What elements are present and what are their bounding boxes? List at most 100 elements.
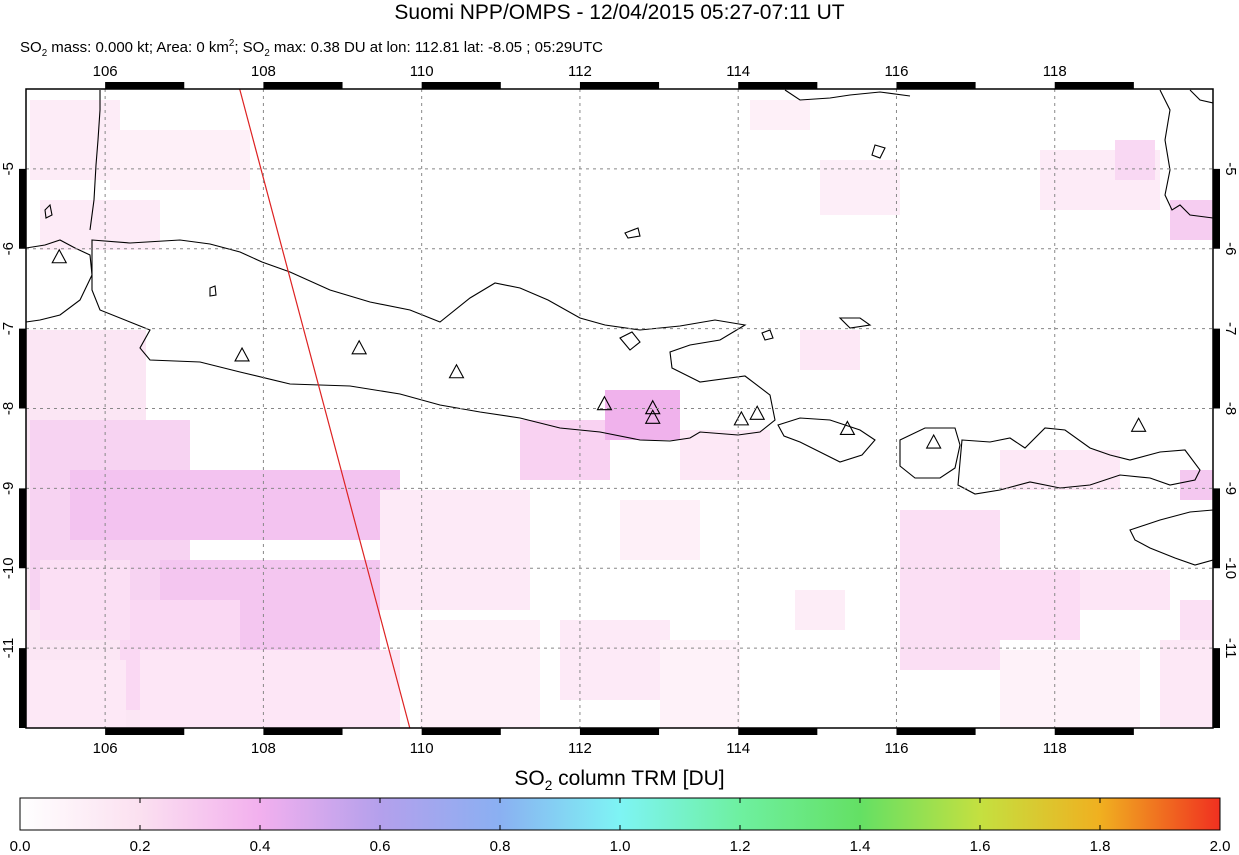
volcano-triangle bbox=[596, 395, 613, 411]
so2-pixel bbox=[660, 640, 740, 728]
colorbar-tick-label: 1.4 bbox=[850, 838, 871, 855]
frame-tick-block bbox=[579, 728, 660, 735]
so2-pixel bbox=[800, 330, 860, 370]
volcano-triangle bbox=[448, 363, 465, 379]
lon-tick-label-bottom: 106 bbox=[93, 740, 118, 757]
colorbar-ticks: 0.0 0.2 0.4 0.6 0.8 1.0 1.2 1.4 1.6 1.8 2.0 bbox=[10, 798, 1231, 855]
so2-pixel bbox=[795, 590, 845, 630]
bali-outline bbox=[777, 417, 876, 463]
stats-sub-2: 2 bbox=[41, 48, 48, 59]
lat-tick-label-left: -9 bbox=[0, 482, 17, 495]
axis-labels: 106 106 108 108 110 110 112 112 114 114 116 116 118 1… bbox=[0, 63, 1239, 757]
frame-tick-block bbox=[1213, 328, 1220, 409]
lon-tick-label-top: 108 bbox=[251, 63, 276, 80]
so2-stats-line: SO2 mass: 0.000 kt; Area: 0 km2; SO2 max… bbox=[20, 35, 603, 63]
so2-pixel bbox=[680, 430, 770, 480]
lat-tick-label-left: -11 bbox=[0, 638, 17, 659]
frame-tick-block bbox=[263, 728, 343, 735]
sumatra-coast-north bbox=[89, 90, 101, 231]
colorbar-tick-label: 1.0 bbox=[610, 838, 631, 855]
so2-pixel bbox=[1160, 640, 1213, 728]
colorbar-tick-label: 0.2 bbox=[130, 838, 151, 855]
frame-tick-block bbox=[105, 728, 185, 735]
lat-tick-label-right: -11 bbox=[1222, 638, 1239, 659]
stats-max-label: ; SO bbox=[234, 39, 265, 56]
frame-tick-block bbox=[1054, 82, 1134, 89]
lon-tick-label-bottom: 116 bbox=[885, 740, 909, 757]
so2-pixel bbox=[40, 200, 160, 250]
frame-tick-block bbox=[1213, 648, 1220, 728]
lon-tick-label-top: 114 bbox=[726, 63, 750, 80]
so2-pixel bbox=[1180, 470, 1213, 500]
colorbar-title-prefix: SO bbox=[514, 767, 545, 790]
lat-tick-label-left: -6 bbox=[0, 242, 17, 255]
volcano-triangle bbox=[51, 248, 68, 264]
so2-pixel bbox=[1080, 570, 1170, 610]
lat-tick-label-left: -5 bbox=[0, 162, 17, 175]
lon-tick-label-top: 118 bbox=[1043, 63, 1067, 80]
colorbar-tick-label: 2.0 bbox=[1210, 838, 1231, 855]
graticule bbox=[26, 89, 1213, 728]
volcano-triangle bbox=[839, 420, 856, 436]
lon-tick-label-bottom: 112 bbox=[568, 740, 592, 757]
colorbar-tick-label: 0.0 bbox=[10, 838, 31, 855]
so2-pixel bbox=[520, 420, 610, 480]
so2-pixel bbox=[1115, 140, 1155, 180]
sumatra-coast bbox=[26, 239, 93, 323]
lat-tick-label-right: -9 bbox=[1222, 482, 1239, 495]
frame-tick-block bbox=[1213, 168, 1220, 249]
frame-tick-block bbox=[19, 648, 26, 728]
so2-pixel bbox=[420, 620, 540, 728]
so2-pixel bbox=[70, 470, 400, 540]
so2-pixel bbox=[1170, 200, 1213, 240]
lon-tick-label-top: 116 bbox=[885, 63, 909, 80]
colorbar: 0.0 0.2 0.4 0.6 0.8 1.0 1.2 1.4 1.6 1.8 2.0 bbox=[10, 797, 1231, 855]
colorbar-tick-label: 1.6 bbox=[970, 838, 991, 855]
lat-tick-label-right: -10 bbox=[1222, 557, 1239, 579]
frame-tick-block bbox=[421, 728, 501, 735]
kangean-islands bbox=[838, 317, 872, 329]
kangean-islet bbox=[761, 329, 774, 341]
frame-tick-block bbox=[105, 82, 185, 89]
lon-tick-label-bottom: 110 bbox=[410, 740, 434, 757]
madura-strait-islet bbox=[619, 331, 641, 351]
frame-tick-block bbox=[896, 728, 976, 735]
volcano-triangle bbox=[351, 339, 368, 355]
karimunjawa-outline bbox=[624, 227, 641, 239]
lat-tick-label-left: -10 bbox=[0, 557, 17, 579]
colorbar-title-suffix: column TRM [DU] bbox=[552, 767, 725, 790]
colorbar-title-sub: 2 bbox=[544, 778, 553, 794]
sumba-outline bbox=[1129, 509, 1213, 566]
frame-ticks bbox=[19, 82, 1220, 735]
so2-pixel bbox=[960, 570, 1080, 640]
so2-pixel bbox=[605, 390, 680, 440]
frame-tick-block bbox=[1213, 488, 1220, 569]
volcano-triangle bbox=[234, 346, 250, 362]
frame-tick-block bbox=[896, 82, 976, 89]
stats-sup-2: 2 bbox=[228, 38, 235, 49]
so2-pixel bbox=[30, 100, 120, 180]
coastlines bbox=[26, 89, 1213, 566]
frame-tick-block bbox=[738, 82, 818, 89]
sunda-strait-islet bbox=[44, 203, 53, 219]
lat-tick-label-right: -6 bbox=[1222, 242, 1239, 255]
colorbar-tick-label: 0.8 bbox=[490, 838, 511, 855]
colorbar-tick-label: 1.8 bbox=[1090, 838, 1111, 855]
lon-tick-label-top: 110 bbox=[410, 63, 434, 80]
lat-tick-label-left: -8 bbox=[0, 402, 17, 415]
borneo-coast bbox=[784, 89, 911, 101]
lon-tick-label-top: 112 bbox=[568, 63, 592, 80]
lon-tick-label-bottom: 108 bbox=[251, 740, 276, 757]
volcano-triangle bbox=[1130, 417, 1147, 432]
volcano-triangle bbox=[749, 405, 766, 420]
stats-sub-2b: 2 bbox=[264, 48, 270, 59]
colorbar-tick-label: 0.4 bbox=[250, 838, 271, 855]
sumbawa-flores-outline bbox=[957, 427, 1201, 495]
map-title: Suomi NPP/OMPS - 12/04/2015 05:27-07:11 … bbox=[394, 1, 845, 24]
lombok-outline bbox=[899, 427, 961, 479]
stats-mass-text: mass: 0.000 kt; Area: 0 km bbox=[47, 39, 229, 56]
laut-islet bbox=[871, 144, 886, 159]
so2-pixel bbox=[110, 130, 250, 190]
so2-pixel bbox=[1180, 600, 1213, 645]
so2-pixel bbox=[620, 500, 700, 560]
